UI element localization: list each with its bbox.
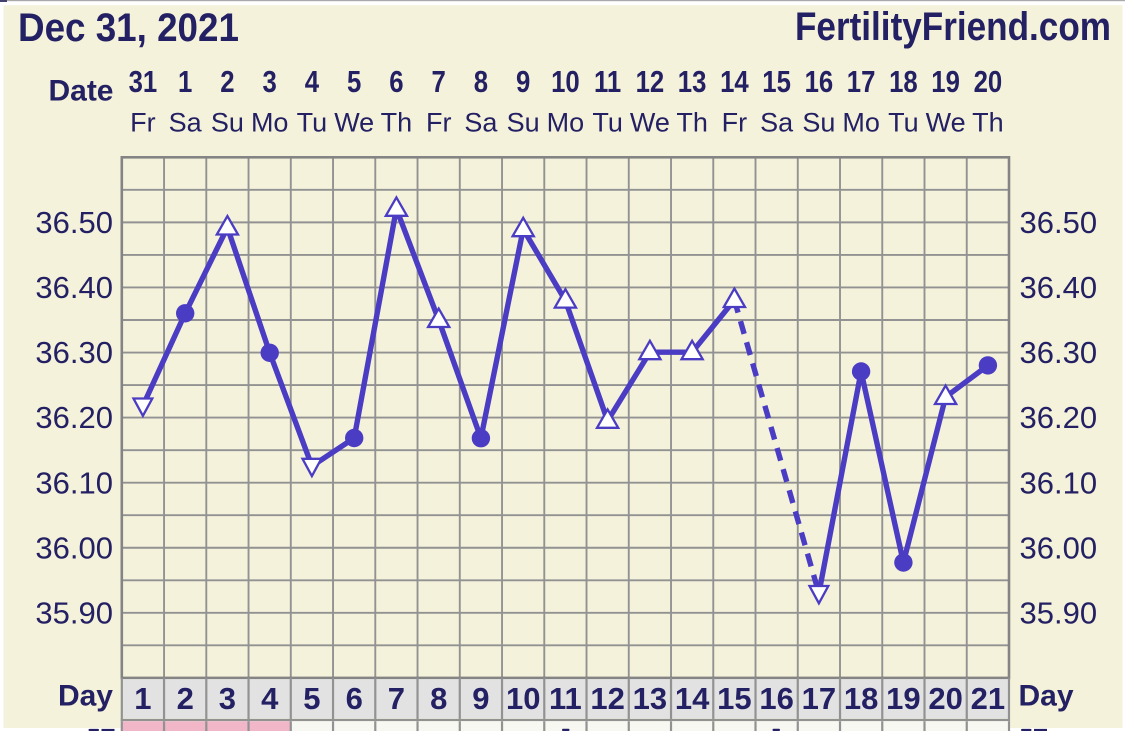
svg-text:8: 8: [430, 681, 447, 716]
svg-text:Day: Day: [58, 680, 113, 713]
svg-text:Date: Date: [48, 75, 113, 108]
svg-text:13: 13: [678, 65, 707, 100]
svg-text:36.20: 36.20: [35, 400, 113, 435]
svg-text:20: 20: [928, 681, 962, 716]
svg-text:Th: Th: [381, 108, 413, 138]
svg-text:36.00: 36.00: [35, 530, 113, 565]
svg-text:Tu: Tu: [297, 108, 328, 138]
svg-text:Su: Su: [211, 108, 244, 138]
svg-text:Th: Th: [972, 108, 1004, 138]
svg-text:36.30: 36.30: [1020, 335, 1098, 370]
svg-text:21: 21: [971, 681, 1005, 716]
svg-text:Tu: Tu: [888, 108, 919, 138]
svg-text:36.30: 36.30: [35, 335, 113, 370]
svg-text:6: 6: [346, 681, 363, 716]
svg-text:18: 18: [889, 65, 918, 100]
svg-text:Th: Th: [676, 108, 708, 138]
svg-text:10: 10: [506, 681, 540, 716]
svg-text:Mo: Mo: [842, 108, 880, 138]
svg-text:36.00: 36.00: [1020, 530, 1098, 565]
svg-text:12: 12: [590, 681, 624, 716]
svg-text:19: 19: [886, 681, 920, 716]
svg-text:Sa: Sa: [169, 108, 203, 138]
svg-text:35.90: 35.90: [1020, 595, 1098, 630]
svg-text:Su: Su: [802, 108, 835, 138]
svg-text:Sa: Sa: [464, 108, 498, 138]
svg-text:Sa: Sa: [760, 108, 794, 138]
svg-text:10: 10: [551, 65, 580, 100]
svg-text:11: 11: [549, 681, 582, 716]
svg-text:Fr: Fr: [426, 108, 451, 138]
svg-text:15: 15: [762, 65, 791, 100]
svg-text:1: 1: [178, 65, 192, 100]
svg-text:Mo: Mo: [547, 108, 585, 138]
svg-text:12: 12: [636, 65, 665, 100]
svg-text:We: We: [630, 108, 670, 138]
svg-text:36.50: 36.50: [1020, 205, 1098, 240]
svg-text:13: 13: [633, 681, 667, 716]
svg-text:2: 2: [177, 681, 194, 716]
svg-text:9: 9: [472, 681, 489, 716]
svg-text:31: 31: [129, 65, 158, 100]
svg-text:8: 8: [474, 65, 488, 100]
svg-text:17: 17: [847, 65, 876, 100]
svg-text:7: 7: [432, 65, 446, 100]
svg-text:3: 3: [219, 681, 236, 716]
svg-text:19: 19: [931, 65, 960, 100]
svg-text:FertilityFriend.com: FertilityFriend.com: [795, 4, 1111, 49]
svg-text:6: 6: [389, 65, 403, 100]
svg-text:36.50: 36.50: [35, 205, 113, 240]
svg-text:Mo: Mo: [251, 108, 289, 138]
svg-text:Su: Su: [507, 108, 540, 138]
svg-text:17: 17: [802, 681, 836, 716]
svg-text:36.40: 36.40: [1020, 270, 1098, 305]
svg-text:4: 4: [261, 681, 279, 716]
svg-text:2: 2: [220, 65, 234, 100]
svg-text:4: 4: [305, 65, 319, 100]
svg-text:Fr: Fr: [722, 108, 747, 138]
svg-text:Dec 31, 2021: Dec 31, 2021: [18, 6, 239, 51]
svg-text:We: We: [926, 108, 966, 138]
svg-text:36.20: 36.20: [1020, 400, 1098, 435]
svg-text:We: We: [334, 108, 374, 138]
svg-text:18: 18: [844, 681, 878, 716]
svg-text:20: 20: [974, 65, 1003, 100]
svg-text:Tu: Tu: [592, 108, 623, 138]
svg-text:Day: Day: [1019, 680, 1074, 713]
svg-text:9: 9: [516, 65, 530, 100]
svg-text:11: 11: [594, 65, 621, 100]
svg-text:35.90: 35.90: [35, 595, 113, 630]
svg-text:3: 3: [263, 65, 277, 100]
svg-text:36.10: 36.10: [1020, 465, 1098, 500]
svg-text:5: 5: [347, 65, 361, 100]
svg-text:36.40: 36.40: [35, 270, 113, 305]
svg-text:1: 1: [134, 681, 151, 716]
svg-text:7: 7: [388, 681, 405, 716]
svg-text:15: 15: [717, 681, 751, 716]
svg-text:16: 16: [759, 681, 793, 716]
svg-text:36.10: 36.10: [35, 465, 113, 500]
svg-text:Fr: Fr: [130, 108, 155, 138]
svg-text:5: 5: [303, 681, 320, 716]
svg-text:16: 16: [805, 65, 834, 100]
svg-text:14: 14: [675, 681, 710, 716]
svg-text:14: 14: [720, 65, 749, 100]
